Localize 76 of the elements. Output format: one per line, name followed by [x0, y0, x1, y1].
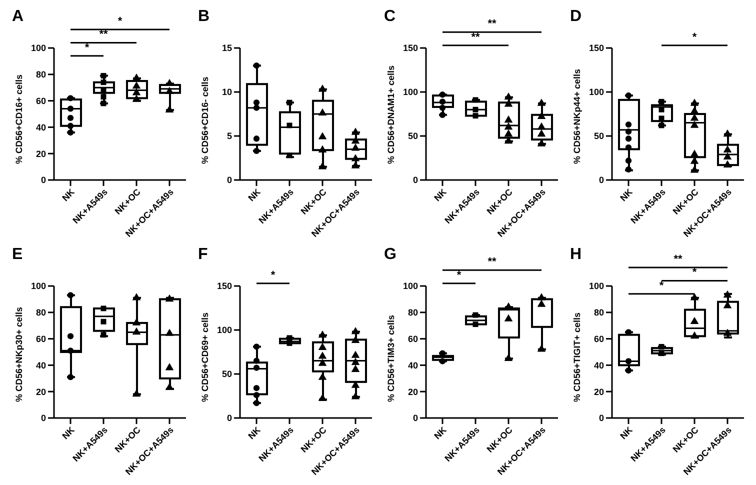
y-tick-label: 15	[222, 43, 232, 54]
y-tick-label: 0	[40, 175, 46, 186]
chart-title: A	[12, 8, 24, 26]
y-tick-label: 150	[588, 43, 604, 54]
y-tick-label: 60	[408, 334, 418, 344]
y-tick-label: 40	[36, 360, 46, 370]
y-axis-title: % CD56+NKp30+ cells	[14, 306, 24, 402]
x-tick-label: NK	[618, 424, 635, 442]
x-tick-label: NK	[60, 186, 77, 204]
x-tick-label: NK	[432, 424, 449, 442]
y-tick-label: 100	[216, 325, 232, 336]
y-tick-label: 20	[408, 386, 418, 397]
y-tick-label: 20	[36, 148, 46, 159]
x-tick-label: NK	[246, 186, 263, 204]
chart-title: H	[570, 246, 582, 264]
y-tick-label: 0	[40, 413, 46, 424]
chart-title: E	[12, 246, 23, 264]
annotation: *	[84, 42, 90, 54]
y-tick-label: 0	[412, 413, 418, 424]
y-tick-label: 20	[594, 386, 604, 397]
text: **	[99, 28, 108, 41]
y-tick-label: 50	[222, 369, 232, 380]
text: **	[471, 31, 480, 44]
text: *	[118, 16, 123, 28]
text: *	[692, 266, 698, 279]
y-tick-label: 100	[402, 281, 418, 292]
y-axis-title: % CD56+CD69+ cells	[200, 312, 210, 402]
y-tick-label: 0	[598, 175, 604, 186]
x-tick-label: NK	[60, 424, 77, 442]
y-tick-label: 40	[408, 360, 418, 370]
y-tick-label: 0	[598, 413, 604, 424]
chart-title: F	[198, 246, 208, 264]
y-tick-label: 60	[36, 334, 46, 344]
y-tick-label: 0	[412, 175, 418, 186]
y-tick-label: 60	[36, 96, 46, 106]
y-tick-label: 100	[588, 87, 604, 98]
y-tick-label: 100	[588, 281, 604, 292]
text: *	[456, 269, 462, 282]
y-tick-label: 100	[402, 87, 418, 98]
y-tick-label: 80	[36, 308, 46, 318]
text: **	[674, 254, 683, 266]
x-tick-label: NK	[432, 186, 449, 204]
y-tick-label: 60	[594, 334, 604, 344]
text: *	[270, 269, 276, 282]
y-tick-label: 40	[594, 360, 604, 370]
y-tick-label: 50	[408, 131, 418, 142]
y-tick-label: 20	[36, 386, 46, 397]
chart-title: C	[384, 8, 396, 26]
y-tick-label: 150	[216, 281, 232, 292]
text: **	[488, 18, 497, 30]
y-axis-title: % CD56+NKp44+ cells	[572, 68, 582, 164]
y-tick-label: 5	[226, 131, 232, 142]
y-axis-title: % CD56+CD16+ cells	[14, 74, 24, 164]
y-tick-label: 80	[594, 308, 604, 318]
y-tick-label: 80	[408, 308, 418, 318]
text: **	[488, 256, 497, 268]
chart-title: D	[570, 8, 582, 26]
text: *	[692, 31, 698, 44]
y-tick-label: 0	[226, 413, 232, 424]
chart-title: G	[384, 246, 396, 264]
annotation: *	[659, 280, 664, 292]
x-tick-label: NK	[246, 424, 263, 442]
y-tick-label: 100	[30, 281, 46, 292]
y-tick-label: 40	[36, 122, 46, 132]
y-tick-label: 100	[30, 43, 46, 54]
y-tick-label: 50	[594, 131, 604, 142]
chart-title: B	[198, 8, 210, 26]
y-axis-title: % CD56+TIGIT+ cells	[572, 312, 582, 402]
y-tick-label: 80	[36, 70, 46, 80]
x-tick-label: NK	[618, 186, 635, 204]
y-axis-title: % CD56+CD16- cells	[200, 76, 210, 164]
y-axis-title: % CD56+DNAM1+ cells	[386, 65, 396, 164]
y-tick-label: 0	[226, 175, 232, 186]
y-axis-title: % CD56+TIM3+ cells	[386, 314, 396, 402]
y-tick-label: 10	[222, 87, 232, 98]
y-tick-label: 150	[402, 43, 418, 54]
